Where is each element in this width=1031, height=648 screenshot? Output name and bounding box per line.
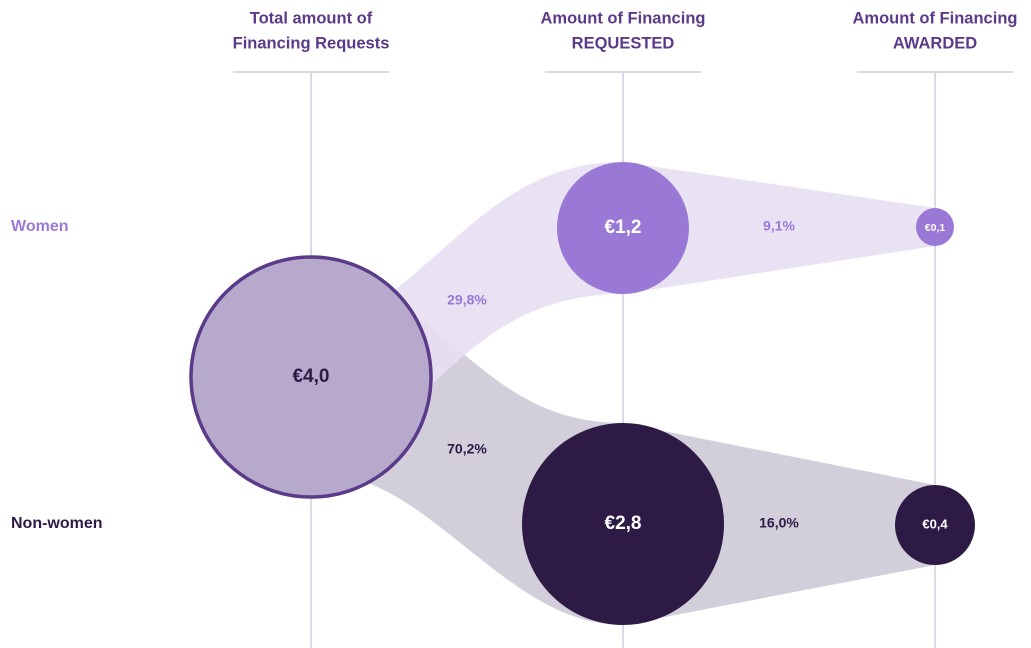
node-label: €0,1 <box>925 222 946 234</box>
flow-label: 16,0% <box>759 515 799 531</box>
node-women-requested <box>557 162 689 294</box>
node-non-women-requested <box>522 423 724 625</box>
node-women-awarded <box>916 208 954 246</box>
node-label: €0,4 <box>922 516 948 531</box>
header-line: AWARDED <box>893 34 977 52</box>
row-label: Women <box>11 218 68 235</box>
header-line: Amount of Financing <box>853 9 1018 27</box>
flow-label: 9,1% <box>763 218 795 234</box>
node-label: €4,0 <box>293 366 330 387</box>
flow-label: 29,8% <box>447 292 487 308</box>
node-label: €1,2 <box>605 217 642 238</box>
node-label: €2,8 <box>605 513 642 534</box>
header-line: Total amount of <box>250 9 373 27</box>
header-line: Financing Requests <box>233 34 390 52</box>
header-line: REQUESTED <box>572 34 675 52</box>
row-label: Non-women <box>11 515 103 532</box>
header-line: Amount of Financing <box>541 9 706 27</box>
node-non-women-awarded <box>895 485 975 565</box>
node-total <box>189 255 433 499</box>
flow-label: 70,2% <box>447 441 487 457</box>
